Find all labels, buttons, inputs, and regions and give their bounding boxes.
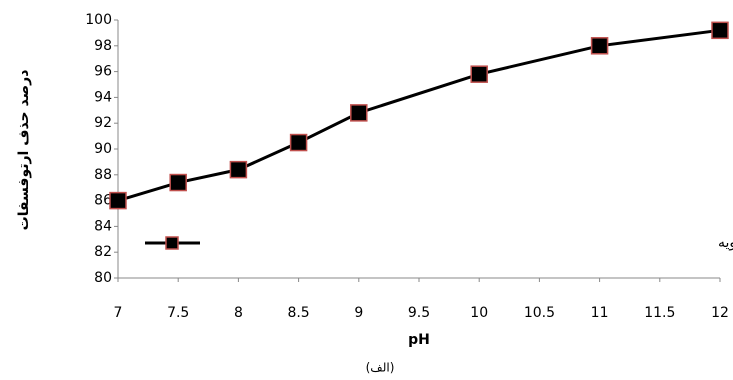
y-tick-label: 100: [85, 12, 112, 28]
y-tick-label: 92: [94, 115, 112, 131]
x-axis-label: pH: [408, 332, 430, 348]
x-tick-label: 9.5: [408, 305, 430, 321]
x-tick-label: 7: [114, 305, 123, 321]
y-tick-label: 98: [94, 38, 112, 54]
y-tick-label: 96: [94, 64, 112, 80]
marker: [590, 37, 609, 55]
marker: [169, 173, 187, 192]
marker: [109, 191, 127, 210]
y-tick-label: 88: [94, 167, 112, 183]
y-tick-label: 94: [94, 89, 112, 105]
x-tick-label: 10.5: [524, 305, 555, 321]
marker: [350, 104, 368, 122]
marker: [470, 65, 488, 83]
x-tick-label: 7.5: [167, 305, 189, 321]
y-tick-label: 86: [94, 193, 112, 209]
y-tick-label: 82: [94, 244, 112, 260]
caption: (الف): [366, 361, 395, 375]
x-tick-label: 11: [591, 305, 609, 321]
x-tick-label: 11.5: [644, 305, 675, 321]
y-tick-label: 80: [94, 270, 112, 286]
x-tick-label: 8.5: [287, 305, 309, 321]
marker: [289, 133, 308, 152]
series-line: [117, 28, 721, 203]
x-tick-label: 10: [470, 305, 488, 321]
marker: [229, 160, 248, 179]
y-tick-label: 90: [94, 141, 112, 157]
y-axis-label: درصد حذف ارتوفسفات: [16, 70, 32, 231]
x-tick-label: 12: [711, 305, 729, 321]
marker: [711, 21, 729, 40]
x-tick-label: 8: [234, 305, 243, 321]
legend-label: میانگین درصد حذف ارتوفسفات در ورودی به ح…: [718, 234, 733, 251]
legend-marker: [165, 236, 179, 250]
x-tick-label: 9: [354, 305, 363, 321]
y-tick-label: 84: [94, 218, 112, 234]
